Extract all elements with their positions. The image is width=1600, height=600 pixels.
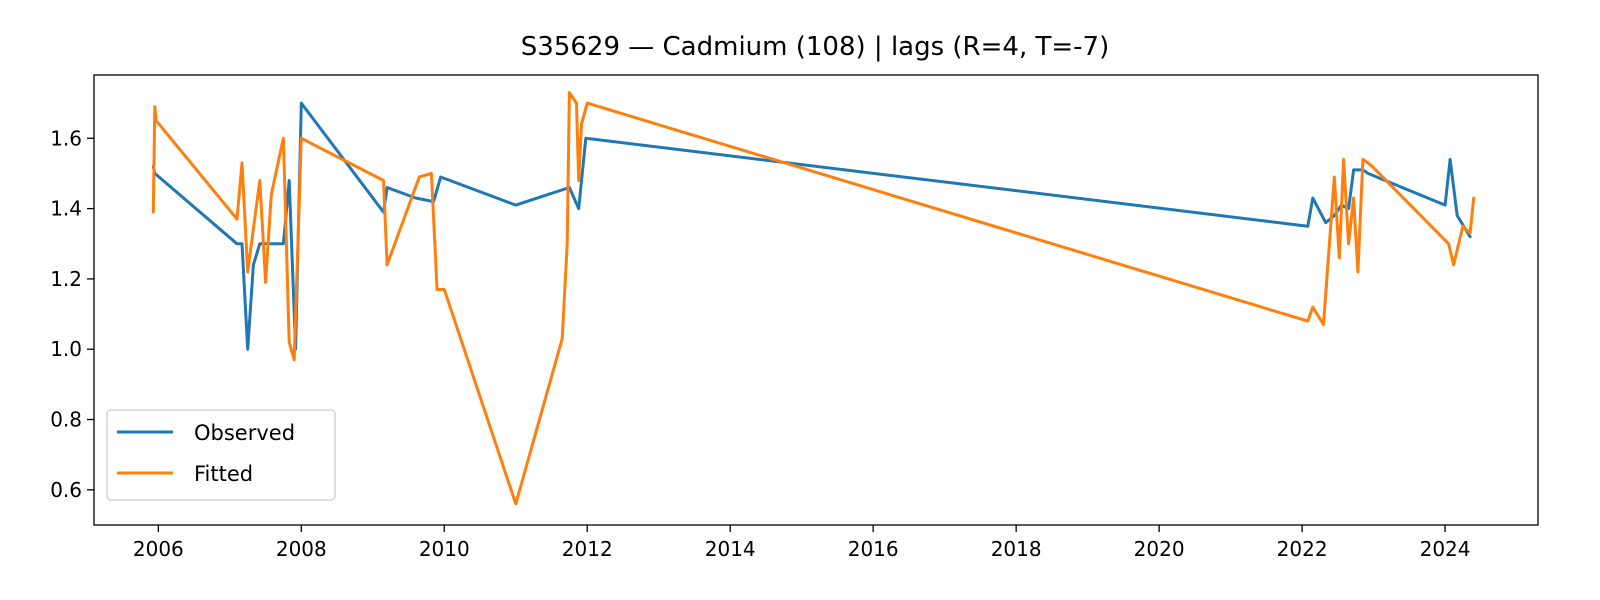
x-tick-label: 2016 — [848, 537, 899, 561]
x-tick-label: 2006 — [133, 537, 184, 561]
legend-label-fitted: Fitted — [194, 462, 253, 486]
x-tick-label: 2010 — [419, 537, 470, 561]
y-tick-label: 0.6 — [50, 478, 82, 502]
x-tick-label: 2014 — [705, 537, 756, 561]
y-tick-label: 1.6 — [50, 126, 82, 150]
x-tick-label: 2008 — [276, 537, 327, 561]
x-tick-label: 2022 — [1277, 537, 1328, 561]
x-tick-label: 2012 — [562, 537, 613, 561]
x-tick-label: 2020 — [1134, 537, 1185, 561]
plot-area-frame — [93, 74, 1539, 526]
y-tick-label: 1.2 — [50, 267, 82, 291]
y-tick-label: 1.0 — [50, 337, 82, 361]
y-tick-label: 1.4 — [50, 197, 82, 221]
series-line-observed — [151, 101, 1472, 351]
chart-title: S35629 — Cadmium (108) | lags (R=4, T=-7… — [521, 32, 1109, 62]
x-tick-label: 2024 — [1420, 537, 1471, 561]
series-line-fitted — [151, 91, 1476, 506]
y-tick-label: 0.8 — [50, 408, 82, 432]
x-tick-label: 2018 — [991, 537, 1042, 561]
series-layer — [151, 91, 1476, 506]
legend: Observed Fitted — [106, 409, 336, 501]
y-axis: 0.6 0.8 1.0 1.2 1.4 1.6 — [50, 126, 94, 502]
x-axis: 2006 2008 2010 2012 2014 2016 2018 2020 2022 2024 — [133, 525, 1471, 561]
legend-label-observed: Observed — [194, 421, 295, 445]
